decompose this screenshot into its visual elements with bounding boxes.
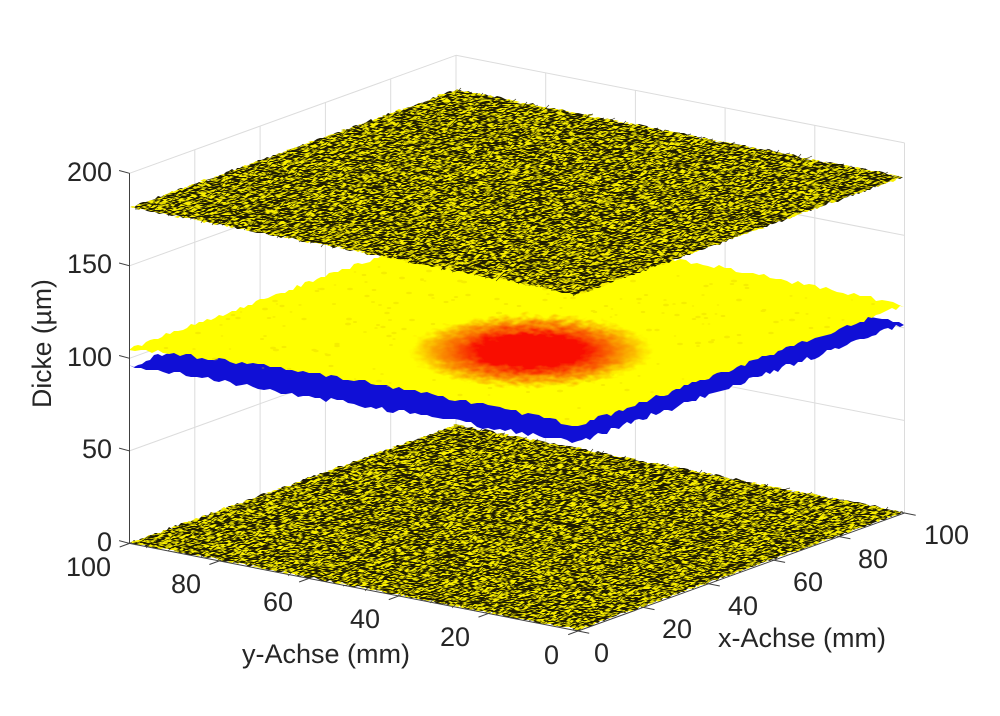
svg-text:60: 60 xyxy=(263,587,293,617)
svg-text:Dicke (µm): Dicke (µm) xyxy=(27,279,57,408)
svg-text:100: 100 xyxy=(67,342,112,372)
svg-text:150: 150 xyxy=(67,249,112,279)
svg-text:80: 80 xyxy=(858,544,888,574)
svg-text:20: 20 xyxy=(662,614,692,644)
svg-text:40: 40 xyxy=(728,591,758,621)
svg-text:80: 80 xyxy=(171,569,201,599)
svg-text:100: 100 xyxy=(66,552,111,582)
svg-text:x-Achse (mm): x-Achse (mm) xyxy=(718,623,886,653)
svg-text:40: 40 xyxy=(350,604,380,634)
svg-text:y-Achse (mm): y-Achse (mm) xyxy=(242,639,410,669)
svg-text:60: 60 xyxy=(793,567,823,597)
svg-text:0: 0 xyxy=(97,527,112,557)
svg-text:200: 200 xyxy=(67,157,112,187)
svg-text:100: 100 xyxy=(924,520,969,550)
svg-text:0: 0 xyxy=(544,640,559,670)
svg-text:20: 20 xyxy=(440,622,470,652)
svg-text:50: 50 xyxy=(82,434,112,464)
svg-text:0: 0 xyxy=(594,638,609,668)
